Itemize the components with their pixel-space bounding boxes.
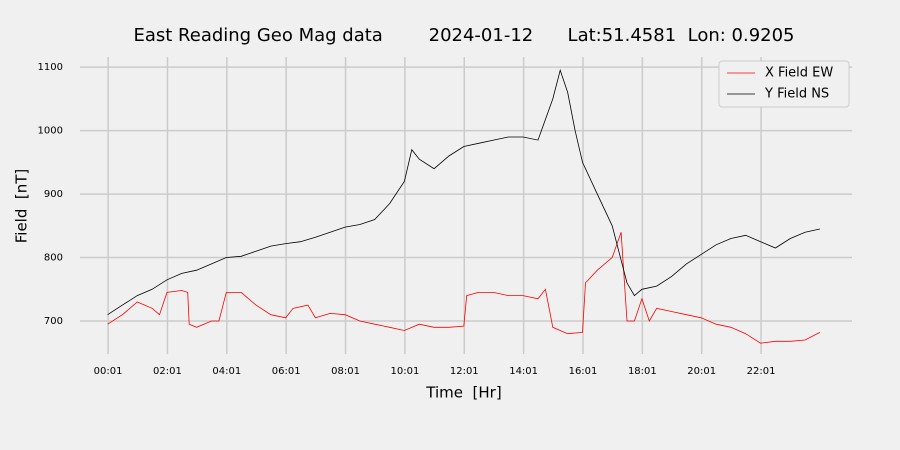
x-tick-label: 16:01 xyxy=(569,366,598,377)
y-axis-label: Field [nT] xyxy=(13,169,31,244)
x-tick-label: 00:01 xyxy=(94,366,123,377)
x-tick-label: 12:01 xyxy=(450,366,479,377)
x-tick-label: 20:01 xyxy=(687,366,716,377)
x-tick-label: 08:01 xyxy=(331,366,360,377)
x-tick-label: 22:01 xyxy=(747,366,776,377)
x-tick-label: 10:01 xyxy=(390,366,419,377)
legend-box xyxy=(718,60,850,108)
y-tick-label: 800 xyxy=(44,253,63,264)
x-tick-label: 14:01 xyxy=(509,366,538,377)
line-series xyxy=(107,232,821,344)
x-tick-label: 18:01 xyxy=(628,366,657,377)
x-axis-label: Time [Hr] xyxy=(425,384,501,402)
chart-title: East Reading Geo Mag data 2024-01-12 Lat… xyxy=(133,25,794,46)
x-tick-label: 02:01 xyxy=(153,366,182,377)
y-tick-label: 1100 xyxy=(38,62,63,73)
line-series xyxy=(107,68,820,316)
y-tick-label: 1000 xyxy=(38,126,63,137)
y-tick-label: 900 xyxy=(44,189,63,200)
x-tick-label: 06:01 xyxy=(272,366,301,377)
y-tick-label: 700 xyxy=(44,316,63,327)
x-tick-label: 04:01 xyxy=(212,366,241,377)
legend-label: X Field EW xyxy=(765,66,833,81)
legend-label: Y Field NS xyxy=(764,87,829,102)
